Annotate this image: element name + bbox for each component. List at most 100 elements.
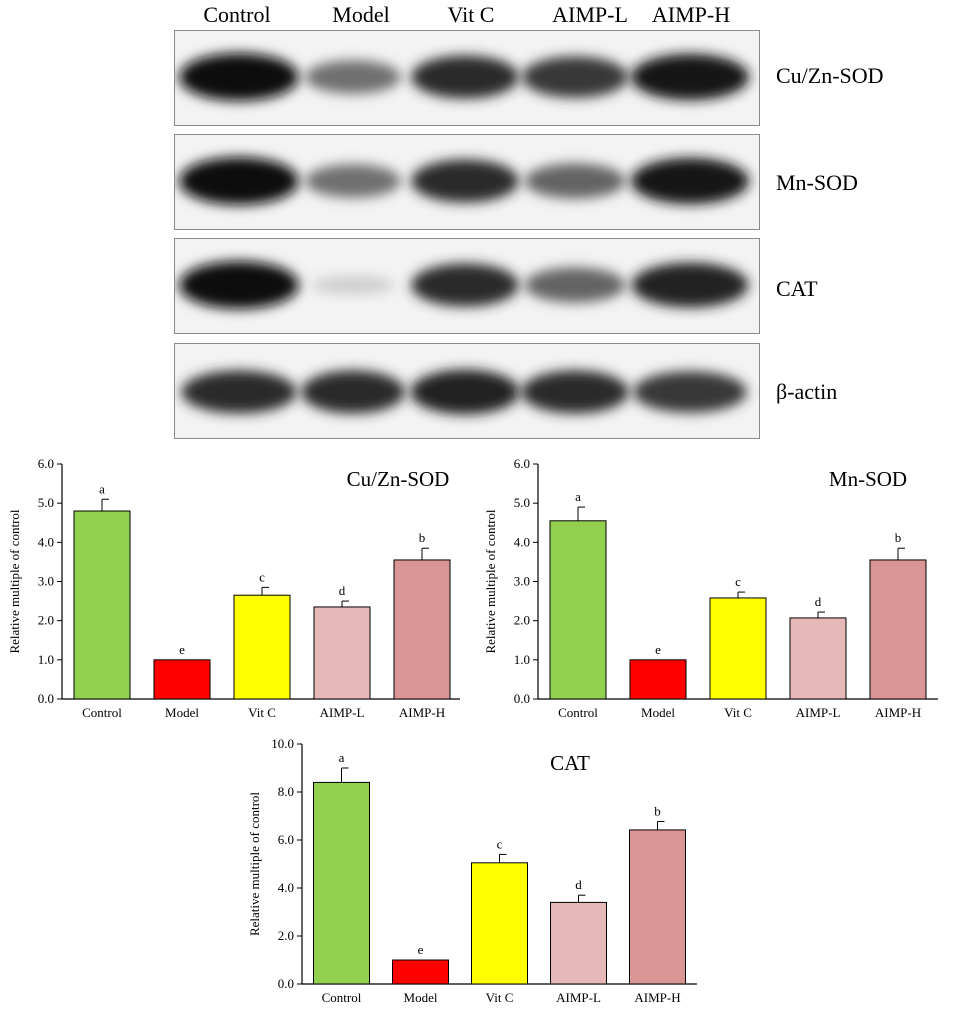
x-tick-label-aimp-h: AIMP-H [634, 990, 680, 1005]
lane-header-control: Control [203, 2, 271, 27]
bar-aimp-l [789, 617, 847, 700]
significance-letter-aimp-h: b [895, 530, 902, 545]
bar-model [392, 959, 449, 985]
bar-vit-c [709, 597, 767, 700]
significance-letter-model: e [418, 942, 424, 957]
y-axis-label: Relative multiple of control [483, 509, 498, 653]
blot-bands-beta-actin [181, 369, 747, 415]
bar-chart-cat: 0.0 2.0 4.0 6.0 8.0 10.0 Relative multiple of … [247, 736, 697, 1005]
blot-band--actin-3 [521, 370, 629, 414]
bar-control [313, 781, 370, 985]
blot-lane-headers: Control Model Vit C AIMP-L AIMP-H [0, 0, 957, 32]
bar-chart-mn-sod: 0.0 1.0 2.0 3.0 4.0 5.0 6.0 Relative multiple o… [483, 456, 938, 720]
x-tick-label-aimp-l: AIMP-L [556, 990, 601, 1005]
blot-band-mn-sod-1 [305, 164, 401, 198]
blot-band-cat-3 [524, 267, 626, 303]
protein-label-beta-actin: β-actin [776, 379, 838, 404]
lane-header-model: Model [332, 2, 390, 27]
y-tick-label: 4.0 [278, 880, 294, 895]
significance-letter-model: e [179, 642, 185, 657]
y-tick-label: 0.0 [278, 976, 294, 991]
x-tick-label-vit-c: Vit C [486, 990, 514, 1005]
y-tick-label: 4.0 [514, 534, 530, 549]
significance-letter-aimp-l: d [575, 877, 582, 892]
bar-aimp-h [629, 829, 686, 985]
y-tick-label: 6.0 [38, 456, 54, 471]
significance-letter-aimp-h: b [654, 804, 661, 819]
lane-header-aimp-h: AIMP-H [651, 2, 731, 27]
lane-header-aimp-l: AIMP-L [552, 2, 628, 27]
x-tick-label-vit-c: Vit C [724, 705, 752, 720]
blot-panel-cu-zn-sod [174, 30, 760, 126]
lane-header-vitc: Vit C [447, 2, 495, 27]
blot-band-cu-zn-sod-4 [630, 53, 750, 101]
bar-vit-c [471, 862, 528, 985]
y-tick-label: 2.0 [38, 613, 54, 628]
y-axis-label: Relative multiple of control [247, 792, 262, 936]
x-tick-label-control: Control [82, 705, 122, 720]
y-tick-label: 8.0 [278, 784, 294, 799]
y-tick-label: 6.0 [514, 456, 530, 471]
y-tick-label: 3.0 [38, 574, 54, 589]
protein-label-mn-sod: Mn-SOD [776, 170, 858, 195]
blot-band-mn-sod-0 [179, 157, 299, 205]
x-tick-label-control: Control [558, 705, 598, 720]
significance-letter-control: a [99, 481, 105, 496]
blot-band-cat-0 [179, 261, 299, 309]
y-tick-label: 6.0 [278, 832, 294, 847]
y-tick-label: 2.0 [278, 928, 294, 943]
y-tick-label: 0.0 [38, 691, 54, 706]
blot-band-cu-zn-sod-2 [411, 55, 519, 99]
blot-band-mn-sod-3 [524, 163, 626, 199]
significance-letter-aimp-l: d [815, 594, 822, 609]
x-tick-label-model: Model [404, 990, 438, 1005]
significance-letter-model: e [655, 642, 661, 657]
blot-band--actin-1 [301, 370, 405, 414]
blot-panel-cat [174, 238, 760, 334]
bar-aimp-l [313, 606, 371, 700]
chart-title: CAT [550, 751, 590, 775]
bar-model [153, 659, 211, 700]
protein-label-cu-zn-sod: Cu/Zn-SOD [776, 63, 884, 88]
x-tick-label-vit-c: Vit C [248, 705, 276, 720]
x-tick-label-aimp-l: AIMP-L [796, 705, 841, 720]
x-tick-label-aimp-h: AIMP-H [399, 705, 445, 720]
bar-vit-c [233, 594, 291, 700]
blot-band-cat-2 [411, 263, 519, 307]
y-tick-label: 2.0 [514, 613, 530, 628]
significance-letter-aimp-h: b [419, 530, 426, 545]
blot-band-cat-4 [631, 262, 749, 308]
y-tick-label: 0.0 [514, 691, 530, 706]
significance-letter-vit-c: c [259, 569, 265, 584]
x-tick-label-model: Model [165, 705, 199, 720]
blot-band-cat-1 [310, 275, 396, 295]
x-tick-label-control: Control [322, 990, 362, 1005]
y-tick-label: 1.0 [38, 652, 54, 667]
blot-bands-cat [179, 261, 749, 309]
y-tick-label: 4.0 [38, 534, 54, 549]
blot-band-mn-sod-2 [411, 159, 519, 203]
blot-band--actin-2 [410, 369, 520, 415]
bar-control [549, 520, 607, 700]
y-tick-label: 1.0 [514, 652, 530, 667]
blot-band-cu-zn-sod-3 [521, 56, 629, 98]
x-tick-label-model: Model [641, 705, 675, 720]
chart-title: Cu/Zn-SOD [347, 467, 450, 491]
x-tick-label-aimp-l: AIMP-L [320, 705, 365, 720]
chart-title: Mn-SOD [829, 467, 907, 491]
blot-band--actin-0 [181, 370, 297, 414]
blot-panel-mn-sod [174, 134, 760, 230]
blot-band-cu-zn-sod-1 [305, 60, 401, 94]
blot-band-mn-sod-4 [630, 157, 750, 205]
significance-letter-vit-c: c [497, 836, 503, 851]
y-tick-label: 5.0 [514, 495, 530, 510]
y-tick-label: 3.0 [514, 574, 530, 589]
significance-letter-control: a [339, 750, 345, 765]
blot-band--actin-4 [633, 371, 747, 413]
bar-chart-cu-zn-sod: 0.0 1.0 2.0 3.0 4.0 5.0 6.0 Relative multiple o… [7, 456, 460, 720]
significance-letter-vit-c: c [735, 574, 741, 589]
protein-label-cat: CAT [776, 276, 818, 301]
significance-letter-aimp-l: d [339, 583, 346, 598]
bar-model [629, 659, 687, 700]
x-tick-label-aimp-h: AIMP-H [875, 705, 921, 720]
